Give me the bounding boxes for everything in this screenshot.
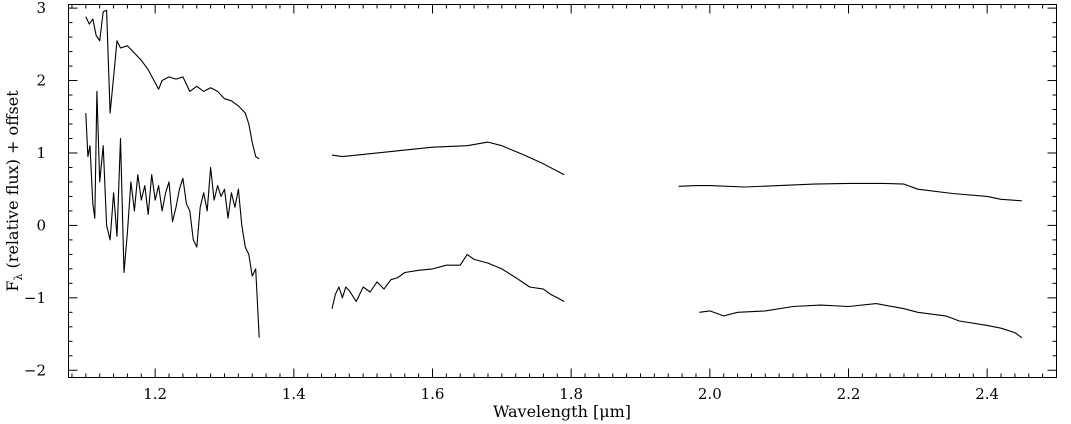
spectrum-2-segment-3 xyxy=(699,303,1023,339)
x-tick-label: 1.6 xyxy=(421,385,445,403)
x-axis-label: Wavelength [μm] xyxy=(493,402,631,421)
x-tick-label: 2.4 xyxy=(975,385,999,403)
spectrum-2-segment-2 xyxy=(331,253,565,309)
y-tick-label: 1 xyxy=(36,144,46,162)
spectrum-1-segment-3 xyxy=(678,182,1022,202)
spectrum-2-segment-1 xyxy=(85,90,260,338)
series-layer xyxy=(85,9,1023,339)
plot-frame xyxy=(68,4,1057,378)
x-tick-label: 1.2 xyxy=(143,385,167,403)
x-tick-label: 1.8 xyxy=(559,385,583,403)
y-tick-label: 3 xyxy=(36,0,46,17)
x-tick-label: 2.0 xyxy=(698,385,722,403)
x-tick-label: 2.2 xyxy=(837,385,861,403)
y-tick-label: 2 xyxy=(36,72,46,90)
y-tick-label: −2 xyxy=(24,361,46,379)
y-tick-label: −1 xyxy=(24,289,46,307)
y-axis-label-subscript: λ xyxy=(12,274,25,281)
axis-tick-labels: 1.2 1.4 1.6 1.8 2.0 2.2 2.4 −2 −1 0 1 2 3 xyxy=(24,0,999,403)
x-tick-label: 1.4 xyxy=(282,385,306,403)
y-axis-label-symbol: F xyxy=(3,281,22,292)
y-axis-label-rest: (relative flux) + offset xyxy=(3,90,22,274)
y-tick-label: 0 xyxy=(36,216,46,234)
spectrum-1-segment-1 xyxy=(85,9,260,160)
spectrum-1-segment-2 xyxy=(331,141,565,176)
y-axis-label: Fλ (relative flux) + offset xyxy=(3,90,25,292)
axis-ticks xyxy=(68,4,1057,378)
